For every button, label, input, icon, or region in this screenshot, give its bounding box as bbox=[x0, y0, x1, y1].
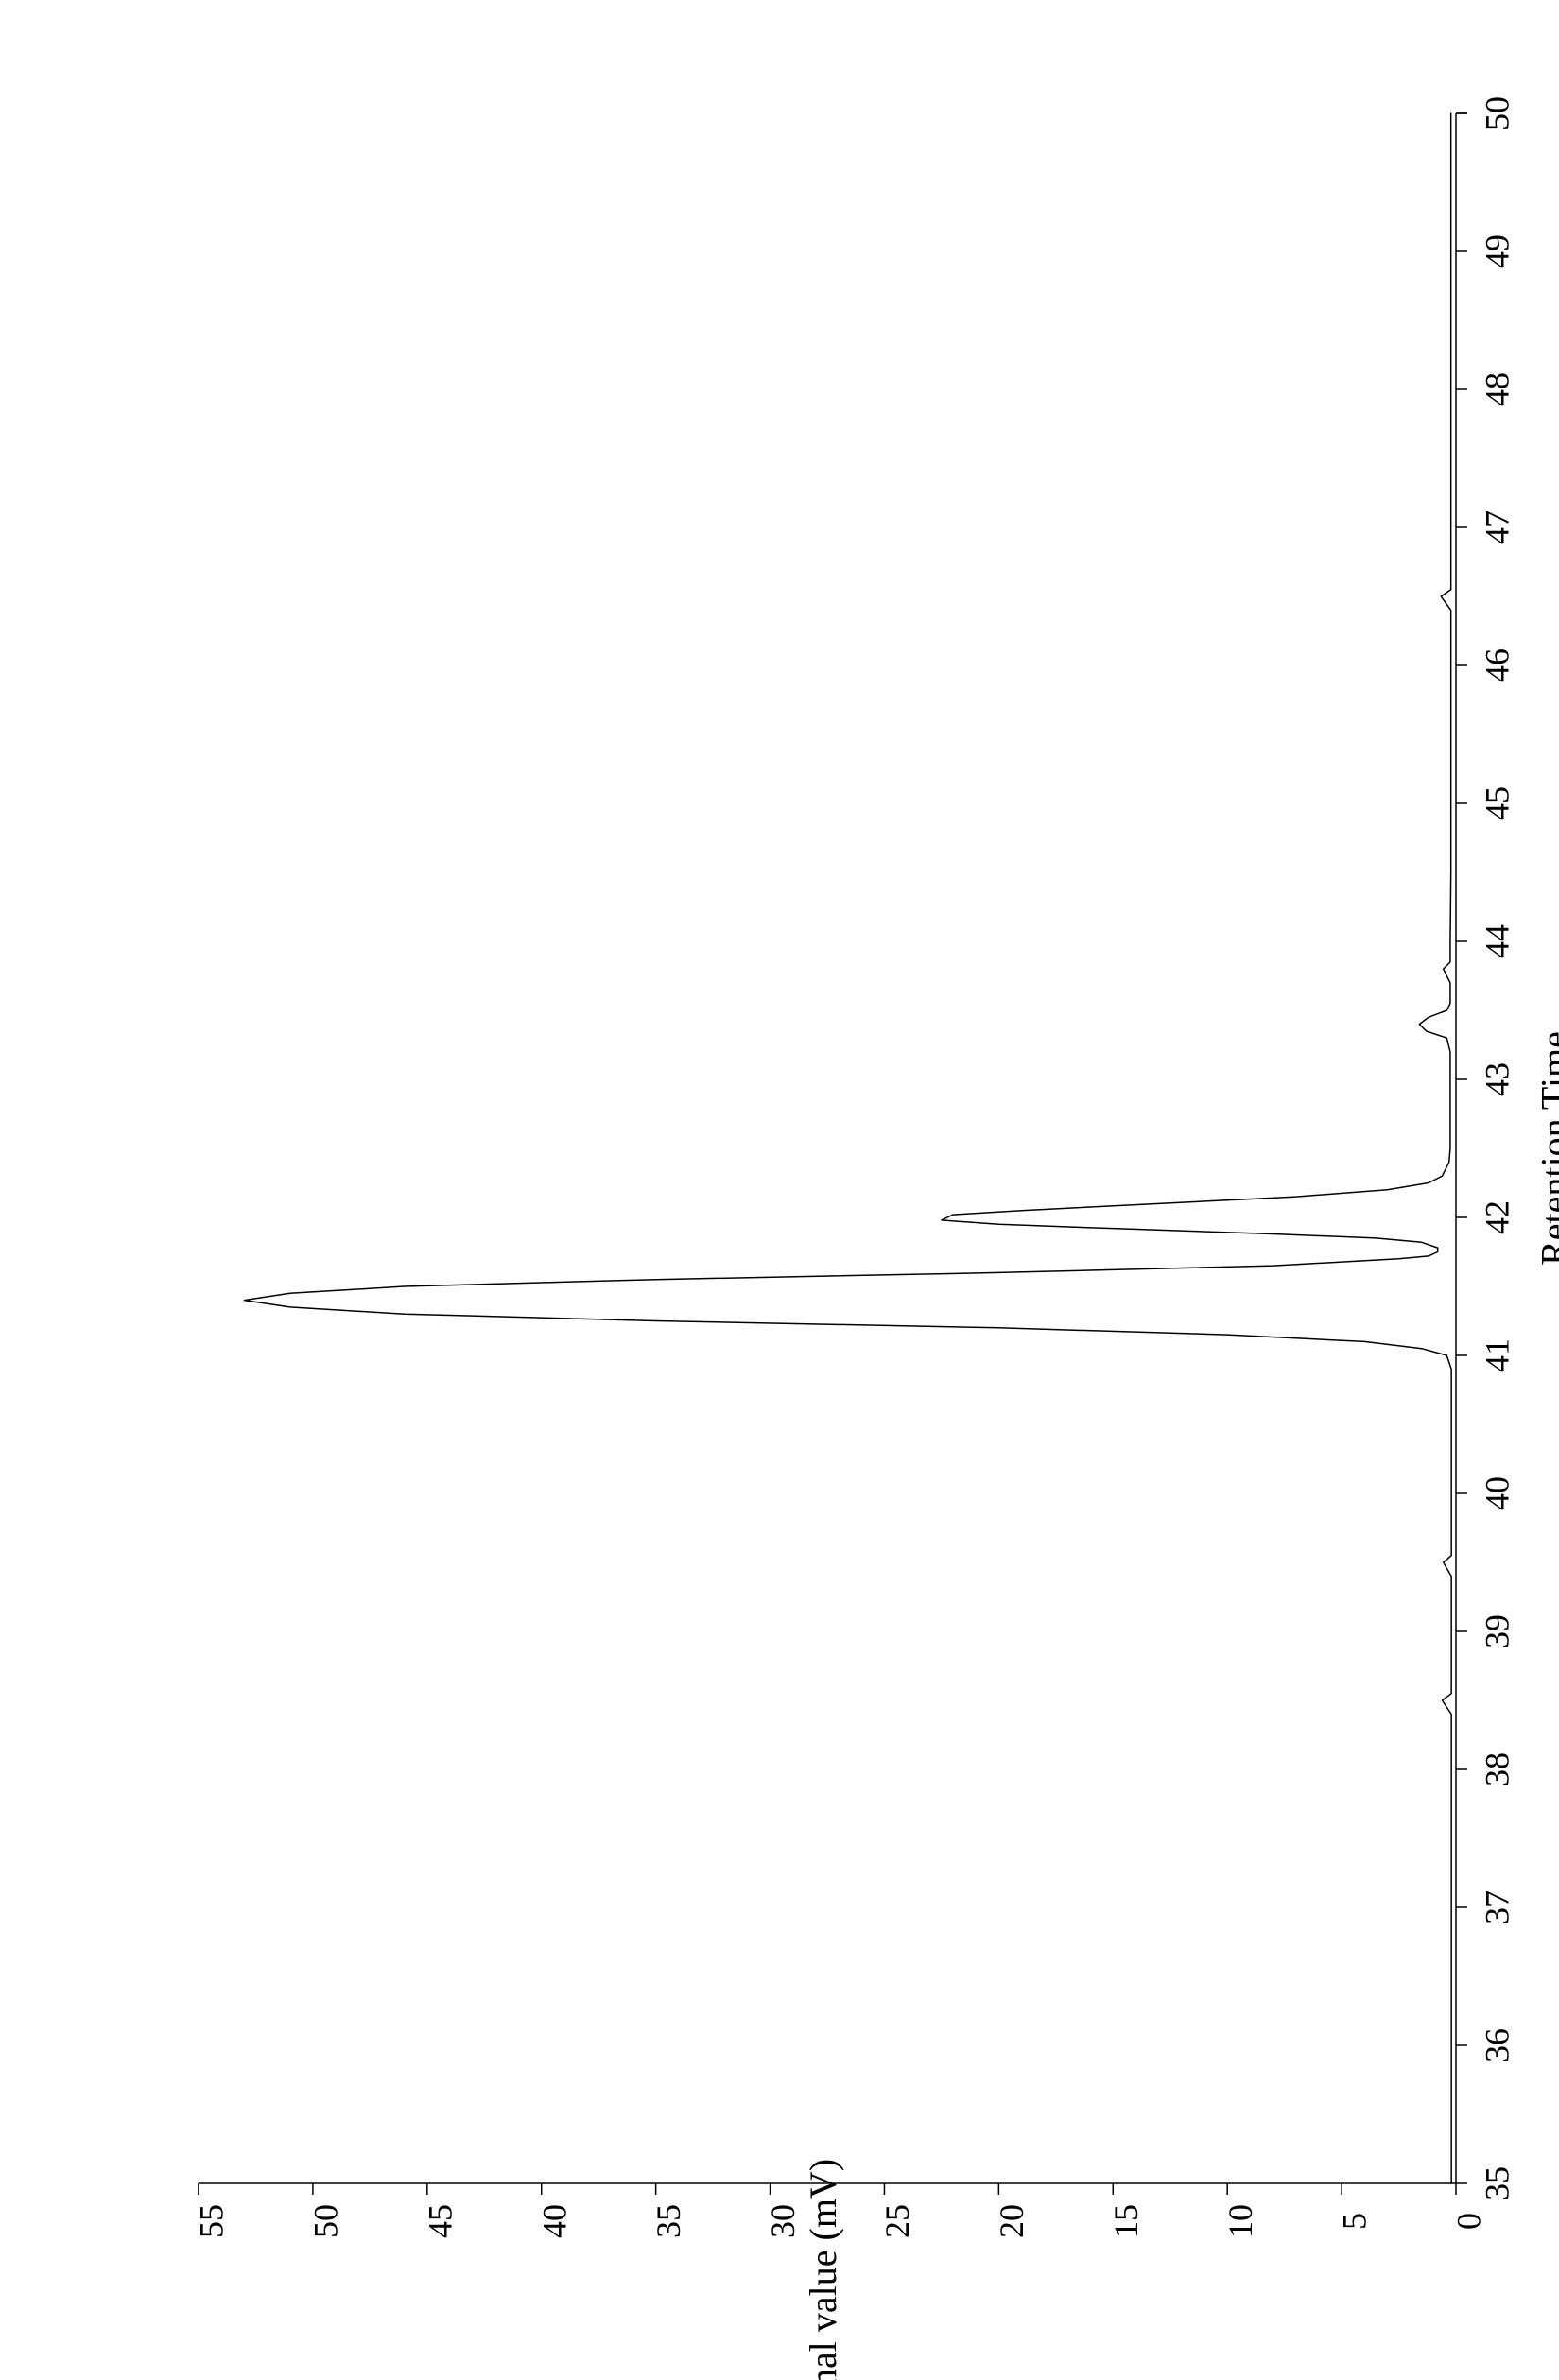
x-tick-label: 42 bbox=[1478, 1200, 1516, 1234]
x-tick-label: 43 bbox=[1478, 1062, 1516, 1096]
x-tick-label: 40 bbox=[1478, 1476, 1516, 1510]
x-tick-label: 36 bbox=[1478, 2028, 1516, 2062]
y-tick-label: 35 bbox=[650, 2204, 687, 2238]
y-axis-label: Signal value (mV) bbox=[802, 2159, 844, 2380]
x-tick-label: 47 bbox=[1478, 510, 1516, 544]
x-tick-label: 45 bbox=[1478, 786, 1516, 820]
y-tick-label: 25 bbox=[878, 2204, 916, 2238]
x-tick-label: 50 bbox=[1478, 96, 1516, 130]
y-tick-label: 30 bbox=[764, 2204, 802, 2238]
y-tick-label: 40 bbox=[535, 2204, 573, 2238]
y-tick-label: 5 bbox=[1336, 2213, 1374, 2230]
x-tick-label: 46 bbox=[1478, 648, 1516, 682]
chromatogram-chart: 35363738394041424344454647484950Retentio… bbox=[0, 0, 1559, 2380]
y-tick-label: 0 bbox=[1450, 2213, 1488, 2230]
y-tick-label: 50 bbox=[307, 2204, 345, 2238]
x-tick-label: 44 bbox=[1478, 924, 1516, 958]
x-tick-label: 35 bbox=[1478, 2166, 1516, 2200]
y-tick-label: 15 bbox=[1107, 2204, 1145, 2238]
x-tick-label: 38 bbox=[1478, 1752, 1516, 1786]
x-tick-label: 41 bbox=[1478, 1338, 1516, 1372]
x-tick-label: 49 bbox=[1478, 234, 1516, 268]
chart-svg: 35363738394041424344454647484950Retentio… bbox=[0, 0, 1559, 2380]
x-axis-label: Retention Time bbox=[1533, 1031, 1559, 1266]
x-tick-label: 39 bbox=[1478, 1614, 1516, 1648]
y-tick-label: 10 bbox=[1221, 2204, 1259, 2238]
y-tick-label: 20 bbox=[993, 2204, 1031, 2238]
x-tick-label: 48 bbox=[1478, 372, 1516, 406]
y-tick-label: 55 bbox=[193, 2204, 231, 2238]
x-tick-label: 37 bbox=[1478, 1890, 1516, 1924]
y-tick-label: 45 bbox=[421, 2204, 459, 2238]
